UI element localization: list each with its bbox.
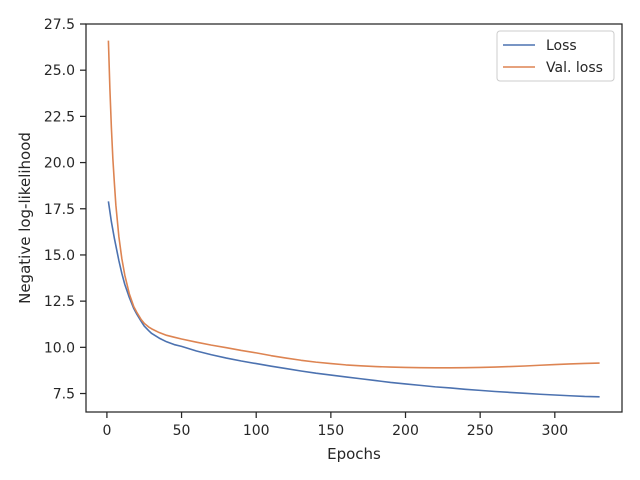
y-tick-label: 27.5 [44,17,75,33]
x-tick-label: 150 [317,423,344,439]
legend-label-val-loss: Val. loss [546,60,603,76]
x-tick-label: 100 [243,423,270,439]
y-tick-label: 25.0 [44,63,75,79]
y-tick-label: 17.5 [44,202,75,218]
y-tick-label: 10.0 [44,340,75,356]
y-tick-label: 20.0 [44,156,75,172]
x-tick-label: 50 [173,423,191,439]
x-tick-label: 250 [467,423,494,439]
y-tick-label: 7.5 [53,387,75,403]
plot-frame [85,23,623,413]
x-tick-label: 200 [392,423,419,439]
x-tick-label: 0 [102,423,111,439]
plot-background [86,24,622,412]
x-tick-label: 300 [541,423,568,439]
x-axis-label: Epochs [327,445,381,463]
y-tick-label: 22.5 [44,109,75,125]
x-axis: 0 50 100 150 200 250 300 [102,412,568,439]
series-line-loss [107,201,600,398]
y-axis-label: Negative log-likelihood [16,132,34,304]
series-line-val-loss [107,40,600,369]
legend-label-loss: Loss [546,38,577,54]
y-tick-label: 15.0 [44,248,75,264]
series-layer [107,40,600,398]
legend-box [496,30,615,82]
legend: Loss Val. loss [496,30,615,82]
y-axis: 7.5 10.0 12.5 15.0 17.5 20.0 22.5 25.0 27.5 [44,17,86,403]
y-tick-label: 12.5 [44,294,75,310]
